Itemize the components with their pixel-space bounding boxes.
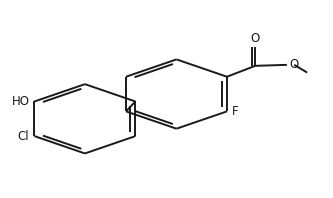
Text: HO: HO	[11, 95, 29, 108]
Text: Cl: Cl	[18, 130, 29, 143]
Text: O: O	[251, 32, 260, 45]
Text: O: O	[290, 58, 299, 71]
Text: F: F	[232, 105, 238, 118]
